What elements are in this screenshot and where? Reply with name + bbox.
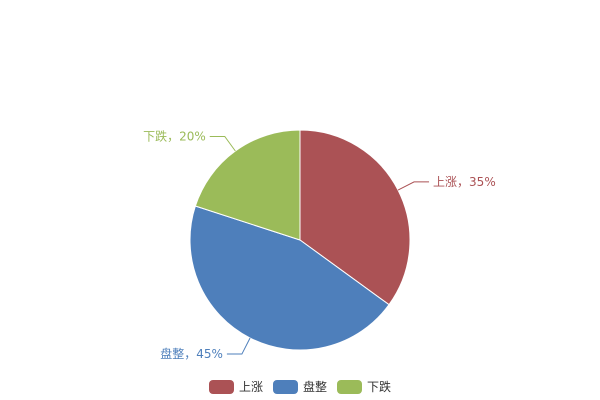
data-label-2: 下跌，20% bbox=[143, 128, 206, 143]
legend-label-0[interactable]: 上涨 bbox=[239, 379, 263, 394]
pie-slice-1[interactable] bbox=[189, 205, 390, 351]
pie-slice-2[interactable] bbox=[194, 129, 301, 241]
label-line-1 bbox=[226, 337, 251, 355]
label-line-2 bbox=[209, 135, 236, 152]
legend-label-2[interactable]: 下跌 bbox=[367, 379, 391, 394]
legend-swatch-2[interactable] bbox=[337, 380, 362, 394]
pie-slice-0[interactable] bbox=[299, 129, 411, 306]
legend-label-1[interactable]: 盘整 bbox=[303, 379, 327, 394]
label-line-0 bbox=[397, 181, 430, 191]
legend-swatch-0[interactable] bbox=[209, 380, 234, 394]
legend-swatch-1[interactable] bbox=[273, 380, 298, 394]
data-label-1: 盘整，45% bbox=[160, 346, 223, 361]
data-label-0: 上涨，35% bbox=[433, 174, 496, 189]
